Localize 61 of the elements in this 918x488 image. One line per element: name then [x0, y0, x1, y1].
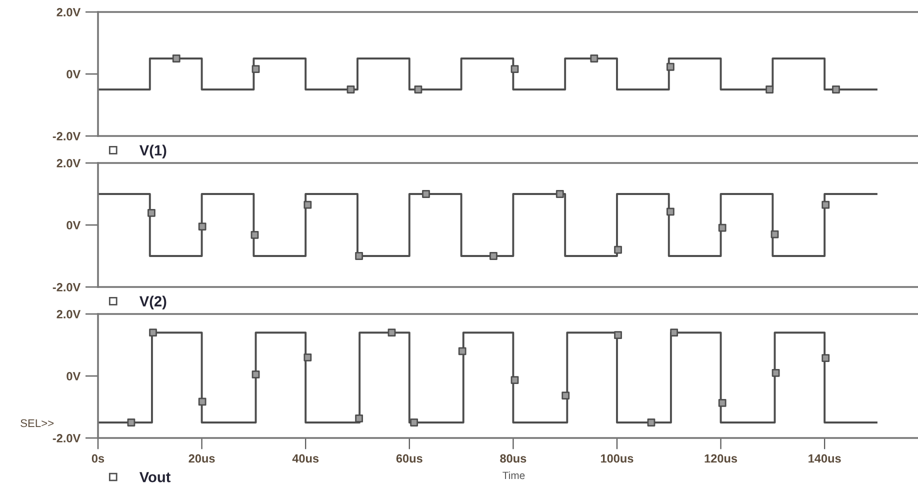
point — [822, 200, 830, 209]
point — [718, 399, 726, 407]
x-tick-label: 60us — [396, 454, 422, 463]
point — [510, 376, 519, 384]
x-tick-label: 80us — [500, 454, 526, 463]
point — [388, 328, 396, 337]
point — [304, 353, 312, 362]
point — [590, 54, 598, 62]
point — [562, 392, 570, 400]
y-tick-label: 0V — [66, 372, 81, 380]
y-tick-label: 2.0V — [56, 159, 81, 168]
point — [422, 190, 430, 198]
point — [666, 208, 674, 216]
point — [346, 86, 355, 94]
point — [148, 208, 156, 217]
legend-label: V(2) — [139, 296, 166, 310]
text: SEL>> — [20, 419, 54, 428]
point — [614, 331, 622, 340]
y-tick-label: -2.0V — [52, 434, 81, 442]
y-tick-label: 0V — [66, 221, 81, 230]
x-tick-label: 20us — [188, 454, 215, 463]
y-tick-label: -2.0V — [52, 132, 81, 140]
point — [198, 222, 206, 230]
point — [772, 368, 780, 377]
point — [458, 347, 466, 356]
point — [770, 230, 779, 238]
x-tick-label: 140us — [808, 454, 841, 463]
point — [252, 65, 260, 73]
point — [410, 418, 418, 426]
point — [149, 328, 157, 337]
x-tick-label: 0s — [92, 454, 104, 463]
point — [556, 190, 564, 198]
point — [355, 414, 363, 422]
x-tick-label: 120us — [704, 454, 738, 463]
point — [250, 230, 259, 239]
y-tick-label: -2.0V — [52, 283, 81, 292]
point — [490, 252, 498, 260]
y-tick-label: 2.0V — [56, 310, 81, 318]
legend-label: V(1) — [139, 144, 166, 158]
point — [647, 418, 656, 426]
x-tick-label: 40us — [292, 454, 319, 463]
y-tick-label: 2.0V — [56, 8, 81, 16]
y-tick-label: 0V — [66, 70, 81, 78]
x-axis-title: Time — [502, 471, 525, 480]
legend-label: Vout — [139, 472, 171, 482]
point — [127, 418, 136, 426]
x-tick-label: 100us — [600, 454, 634, 463]
point — [355, 252, 363, 260]
point — [822, 354, 830, 362]
point — [832, 86, 840, 94]
point — [198, 398, 206, 406]
point — [172, 54, 180, 62]
point — [766, 86, 774, 94]
point — [670, 328, 678, 337]
point — [252, 370, 260, 378]
point — [414, 86, 422, 94]
point — [718, 224, 726, 232]
point — [304, 200, 312, 209]
point — [614, 246, 622, 254]
point — [666, 62, 674, 71]
point — [510, 65, 519, 73]
